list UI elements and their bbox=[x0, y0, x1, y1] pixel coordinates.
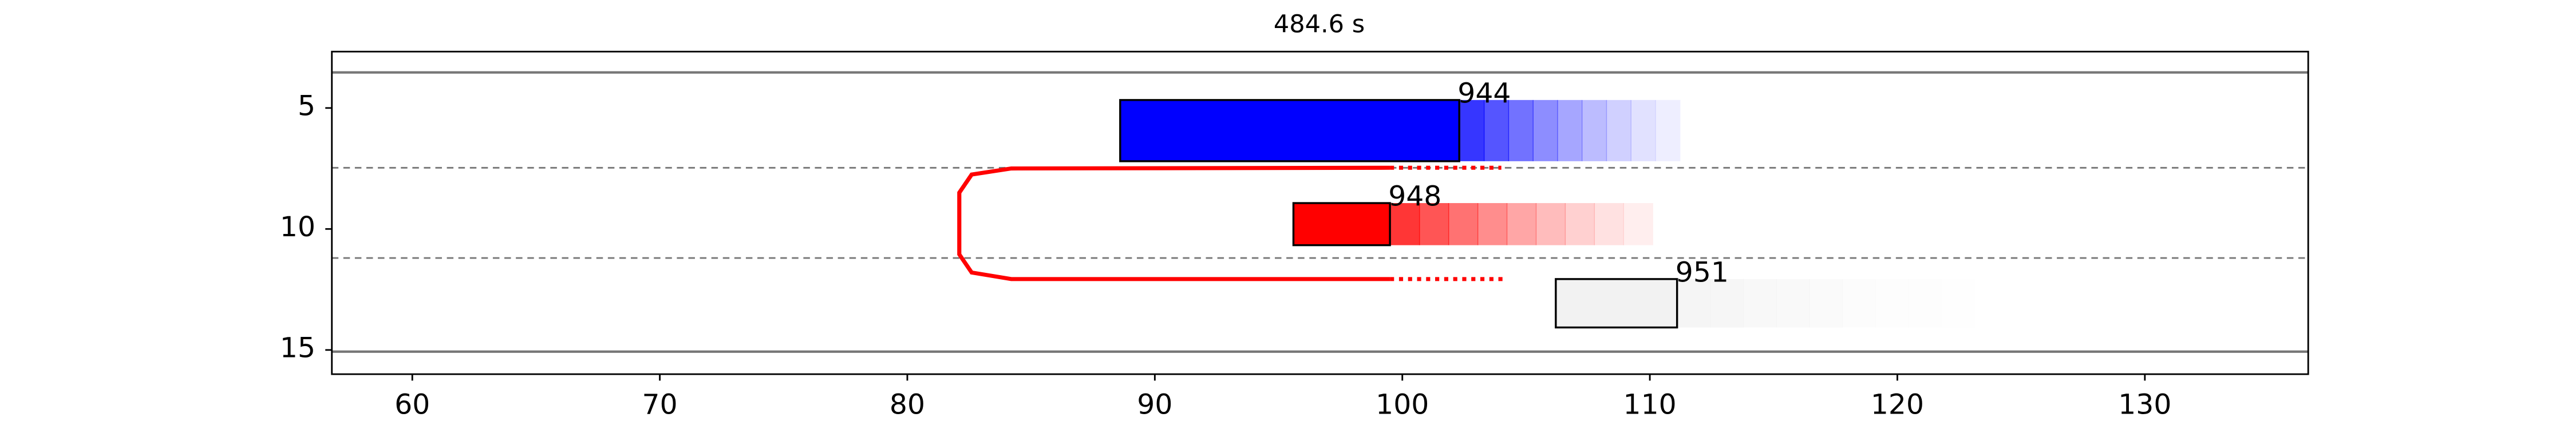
y-tick-label: 15 bbox=[280, 332, 315, 364]
vehicle-trail bbox=[1459, 100, 1485, 161]
vehicle-trail bbox=[1842, 279, 1876, 328]
vehicle bbox=[1292, 202, 1391, 247]
x-tick-label: 110 bbox=[1623, 389, 1677, 421]
vehicle-trail bbox=[1390, 203, 1420, 245]
x-tick-label: 60 bbox=[394, 389, 430, 421]
vehicle-trail bbox=[1564, 203, 1595, 245]
vehicle-trail bbox=[1448, 203, 1479, 245]
y-tick-label: 5 bbox=[298, 90, 315, 122]
vehicle-trail bbox=[1477, 203, 1508, 245]
chart-title: 484.6 s bbox=[1274, 10, 1365, 39]
vehicle-trail bbox=[1557, 100, 1583, 161]
vehicle-trail bbox=[1581, 100, 1607, 161]
vehicle-trail bbox=[1655, 100, 1681, 161]
vehicle-trail bbox=[1535, 203, 1566, 245]
y-tick-label: 10 bbox=[280, 212, 315, 244]
plot-frame bbox=[331, 50, 2309, 375]
x-tick-label: 130 bbox=[2118, 389, 2171, 421]
x-tick-label: 100 bbox=[1376, 389, 1429, 421]
vehicle-label: 948 bbox=[1388, 181, 1441, 213]
vehicle-trail bbox=[1623, 203, 1653, 245]
x-tick-label: 70 bbox=[642, 389, 678, 421]
vehicle-trail bbox=[1594, 203, 1624, 245]
x-tick-label: 120 bbox=[1871, 389, 1924, 421]
x-tick-label: 90 bbox=[1137, 389, 1172, 421]
vehicle-label: 951 bbox=[1676, 257, 1729, 289]
vehicle-trail bbox=[1508, 100, 1534, 161]
vehicle bbox=[1119, 99, 1460, 162]
vehicle bbox=[1555, 278, 1678, 329]
vehicle-trail bbox=[1710, 279, 1744, 328]
vehicle-trail bbox=[1776, 279, 1810, 328]
vehicle-trail bbox=[1809, 279, 1843, 328]
vehicle-trail bbox=[1506, 203, 1537, 245]
vehicle-trail bbox=[1606, 100, 1631, 161]
vehicle-trail bbox=[1483, 100, 1510, 161]
vehicle-trail bbox=[1908, 279, 1942, 328]
vehicle-trail bbox=[1677, 279, 1711, 328]
vehicle-trail bbox=[1532, 100, 1558, 161]
trajectory bbox=[957, 165, 1390, 281]
vehicle-label: 944 bbox=[1457, 78, 1511, 110]
vehicle-trail bbox=[1419, 203, 1449, 245]
vehicle-trail bbox=[1630, 100, 1656, 161]
vehicle-trail bbox=[1743, 279, 1777, 328]
x-tick-label: 80 bbox=[890, 389, 925, 421]
vehicle-trail bbox=[1941, 279, 1975, 328]
vehicle-trail bbox=[1875, 279, 1909, 328]
